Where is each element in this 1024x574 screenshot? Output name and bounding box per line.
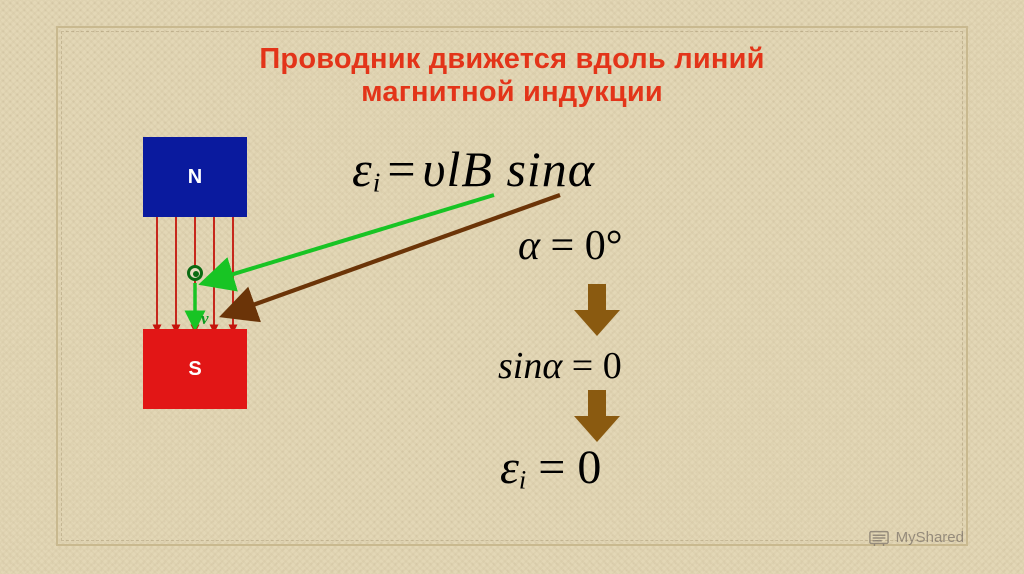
slide-title: Проводник движется вдоль линий магнитной… bbox=[0, 43, 1024, 110]
equation-block: εi=υlB sinα α = 0° sinα = 0 εi = 0 bbox=[330, 140, 910, 530]
velocity-label: v bbox=[201, 309, 209, 329]
watermark-text: MyShared bbox=[896, 529, 964, 546]
magnet-diagram: N v S bbox=[135, 137, 255, 417]
equation-emf-zero: εi = 0 bbox=[500, 440, 601, 495]
equation-alpha-zero: α = 0° bbox=[518, 222, 623, 270]
flow-arrow-2-icon bbox=[570, 390, 624, 442]
conductor-cross-section bbox=[187, 265, 203, 281]
north-pole: N bbox=[143, 137, 247, 217]
equation-emf-formula: εi=υlB sinα bbox=[352, 140, 595, 199]
watermark: MyShared bbox=[869, 528, 964, 546]
equation-sin-zero: sinα = 0 bbox=[498, 344, 622, 388]
south-pole-label: S bbox=[188, 358, 201, 381]
watermark-icon bbox=[869, 528, 889, 546]
flow-arrow-1-icon bbox=[570, 284, 624, 336]
south-pole: S bbox=[143, 329, 247, 409]
north-pole-label: N bbox=[188, 166, 202, 189]
